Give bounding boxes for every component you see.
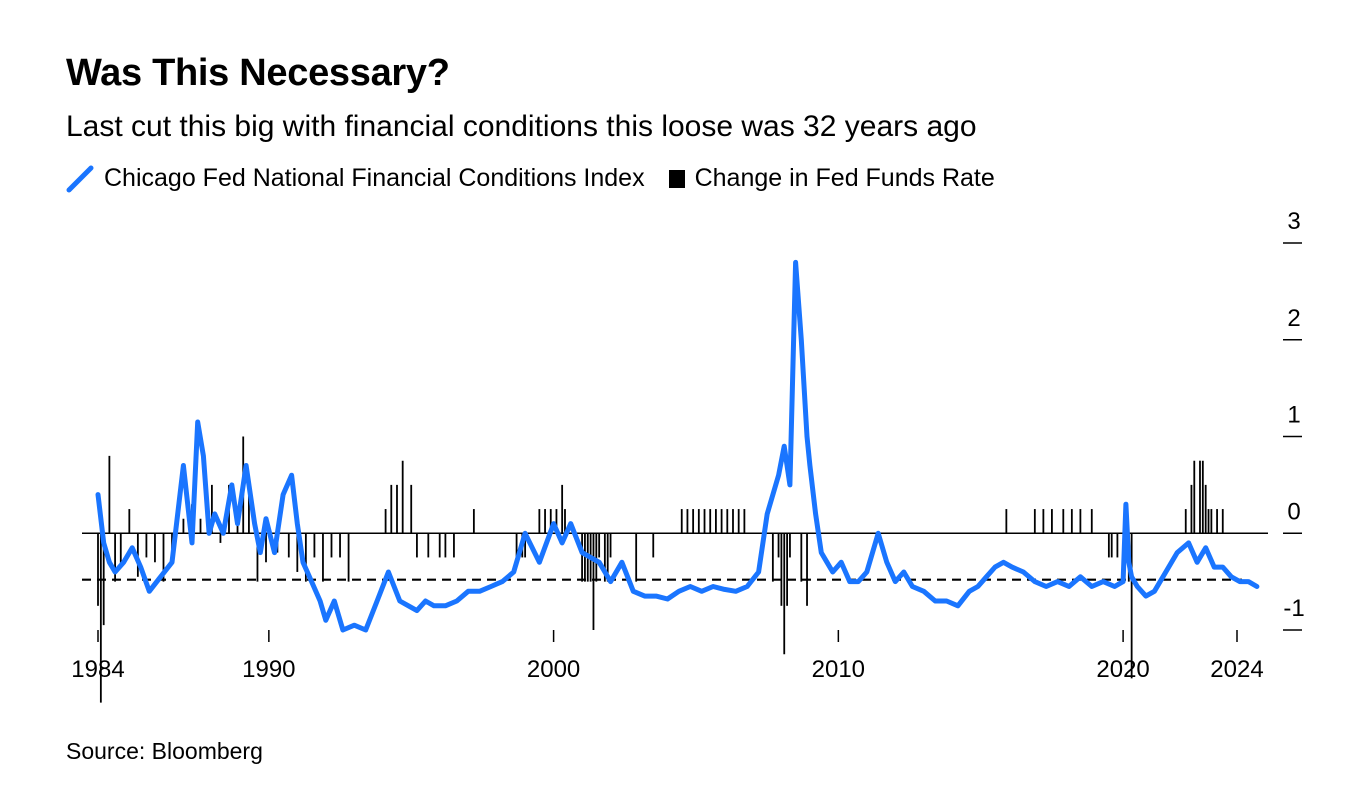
line-swatch-icon (66, 165, 94, 192)
x-tick-label: 2000 (527, 656, 580, 683)
nfci-series-line (95, 259, 1260, 633)
y-tick-label: 3 (1287, 208, 1300, 235)
legend-label-nfci: Chicago Fed National Financial Condition… (104, 164, 645, 192)
x-tick-label: 1984 (71, 656, 124, 683)
legend-item-nfci: Chicago Fed National Financial Condition… (66, 164, 645, 193)
source-note: Source: Bloomberg (66, 738, 263, 764)
x-axis: 1984 1990 2000 2010 2020 2024 (71, 630, 1264, 683)
legend: Chicago Fed National Financial Condition… (66, 164, 1013, 193)
y-axis: 3 2 1 0 -1 (1283, 208, 1305, 631)
bar-swatch-icon (668, 169, 685, 188)
x-tick-label: 1990 (242, 656, 295, 683)
chart-subtitle: Last cut this big with financial conditi… (66, 110, 977, 143)
x-tick-label: 2024 (1210, 656, 1263, 683)
x-tick-label: 2020 (1096, 656, 1149, 683)
y-tick-label: 2 (1287, 305, 1300, 332)
chart-title: Was This Necessary? (66, 52, 450, 94)
x-tick-label: 2010 (812, 656, 865, 683)
y-tick-label: -1 (1283, 595, 1304, 622)
y-tick-label: 0 (1287, 498, 1300, 525)
legend-item-ffr: Change in Fed Funds Rate (663, 164, 995, 193)
y-tick-label: 1 (1287, 402, 1300, 429)
legend-label-ffr: Change in Fed Funds Rate (694, 164, 995, 192)
